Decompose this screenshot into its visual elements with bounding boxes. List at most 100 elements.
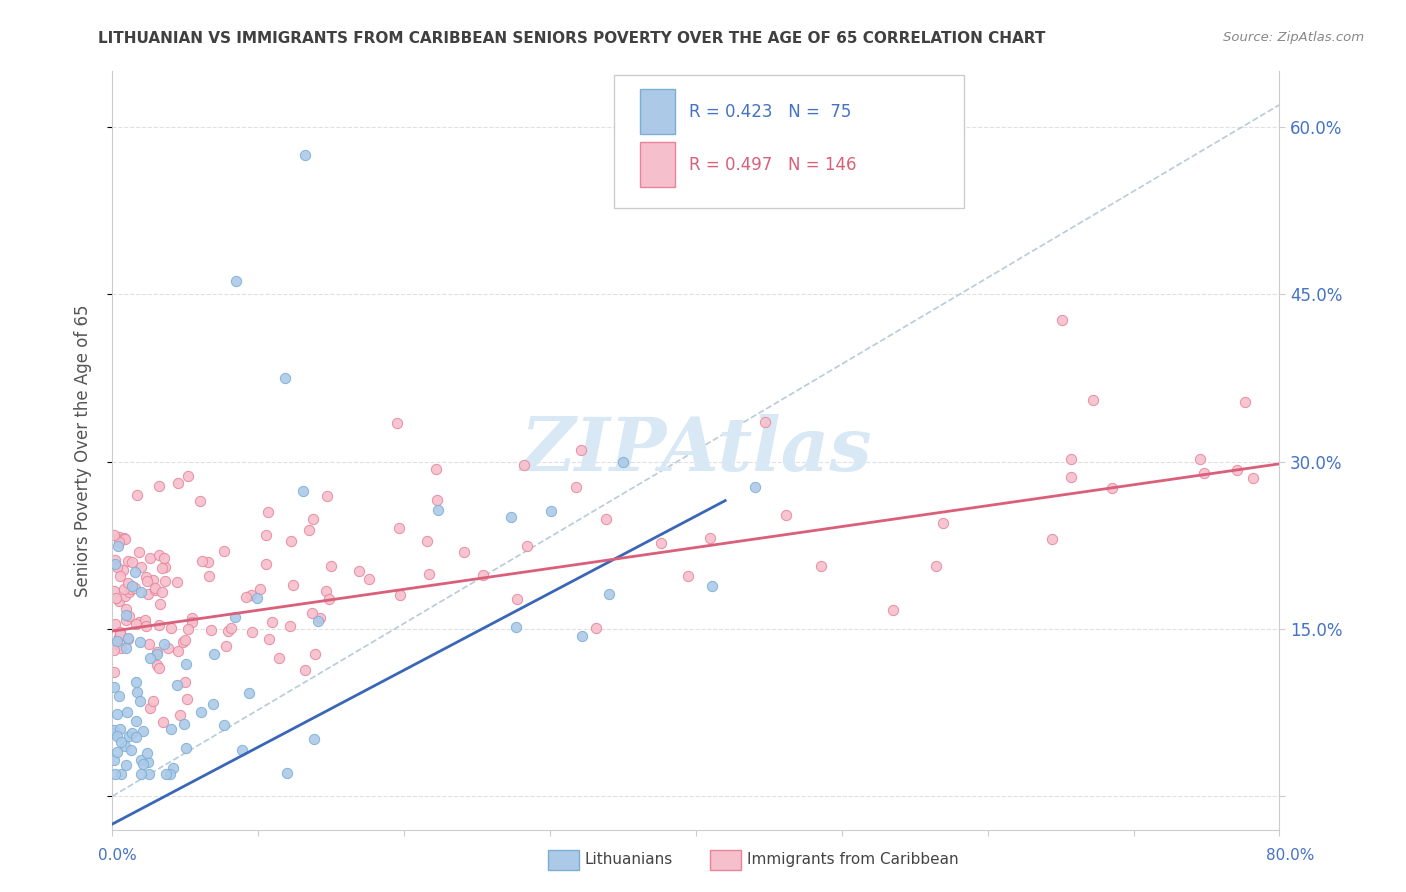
Point — [810, 559, 832, 574]
Point — [1050, 313, 1073, 327]
Point — [425, 492, 447, 507]
Point — [115, 758, 138, 772]
Point — [262, 615, 284, 629]
Point — [138, 637, 160, 651]
Point — [294, 148, 316, 162]
Point — [246, 591, 269, 606]
Point — [121, 579, 143, 593]
Point — [152, 715, 174, 730]
Point — [565, 480, 588, 494]
Point — [104, 591, 127, 605]
Point — [150, 561, 173, 575]
Text: Immigrants from Caribbean: Immigrants from Caribbean — [747, 853, 959, 867]
Point — [254, 527, 277, 541]
Point — [225, 274, 247, 288]
Point — [112, 582, 135, 597]
Text: R = 0.423   N =  75: R = 0.423 N = 75 — [689, 103, 852, 120]
Point — [135, 746, 157, 760]
Point — [224, 610, 246, 624]
Point — [124, 566, 146, 580]
Point — [516, 539, 538, 553]
Point — [124, 617, 146, 632]
Point — [117, 576, 139, 591]
Point — [298, 523, 321, 537]
Point — [103, 723, 125, 737]
Point — [174, 740, 197, 755]
Point — [129, 767, 152, 781]
Point — [142, 574, 165, 588]
Point — [316, 489, 339, 503]
Point — [103, 680, 125, 694]
Point — [181, 615, 204, 629]
Point — [257, 505, 280, 519]
Point — [291, 483, 314, 498]
Point — [108, 535, 131, 549]
Point — [148, 548, 170, 562]
Point — [925, 558, 948, 573]
Point — [127, 685, 149, 699]
Point — [471, 568, 494, 582]
Point — [304, 647, 326, 661]
Point — [148, 661, 170, 675]
Point — [114, 739, 136, 753]
Point — [146, 647, 169, 661]
Point — [104, 553, 127, 567]
Point — [155, 574, 177, 588]
Point — [107, 630, 129, 644]
Point — [238, 686, 260, 700]
Point — [136, 574, 159, 588]
Point — [108, 569, 131, 583]
Point — [882, 603, 904, 617]
Text: 0.0%: 0.0% — [98, 847, 138, 863]
Point — [598, 587, 620, 601]
Point — [176, 692, 198, 706]
Point — [105, 729, 128, 743]
Point — [506, 592, 529, 607]
Point — [281, 578, 304, 592]
Point — [240, 625, 263, 640]
Point — [121, 555, 143, 569]
Point — [138, 767, 160, 781]
Point — [128, 694, 150, 708]
Point — [571, 442, 593, 457]
Point — [197, 569, 219, 583]
Point — [931, 516, 953, 530]
Point — [124, 581, 146, 595]
Point — [108, 624, 131, 639]
Point — [318, 592, 340, 607]
Point — [103, 754, 125, 768]
Point — [136, 587, 159, 601]
Point — [115, 640, 138, 655]
Text: 80.0%: 80.0% — [1267, 847, 1315, 863]
Point — [145, 658, 167, 673]
Text: LITHUANIAN VS IMMIGRANTS FROM CARIBBEAN SENIORS POVERTY OVER THE AGE OF 65 CORRE: LITHUANIAN VS IMMIGRANTS FROM CARIBBEAN … — [98, 31, 1046, 46]
Point — [321, 558, 343, 573]
Point — [132, 757, 155, 772]
Point — [131, 724, 153, 739]
Point — [152, 550, 174, 565]
Point — [172, 635, 194, 649]
Point — [744, 480, 766, 494]
Point — [307, 614, 329, 628]
Point — [214, 718, 236, 732]
Point — [124, 730, 146, 744]
Point — [114, 532, 136, 546]
Point — [309, 611, 332, 625]
Point — [121, 725, 143, 739]
Text: Source: ZipAtlas.com: Source: ZipAtlas.com — [1223, 31, 1364, 45]
Point — [699, 531, 721, 545]
Point — [212, 544, 235, 558]
Point — [385, 416, 408, 430]
Point — [125, 675, 148, 690]
Point — [176, 622, 198, 636]
Point — [254, 557, 277, 571]
Point — [700, 579, 723, 593]
Point — [357, 572, 380, 586]
Point — [302, 512, 325, 526]
Point — [388, 588, 411, 602]
Point — [215, 639, 238, 653]
Point — [235, 591, 257, 605]
Point — [125, 488, 148, 502]
Point — [129, 585, 152, 599]
Point — [197, 555, 219, 569]
